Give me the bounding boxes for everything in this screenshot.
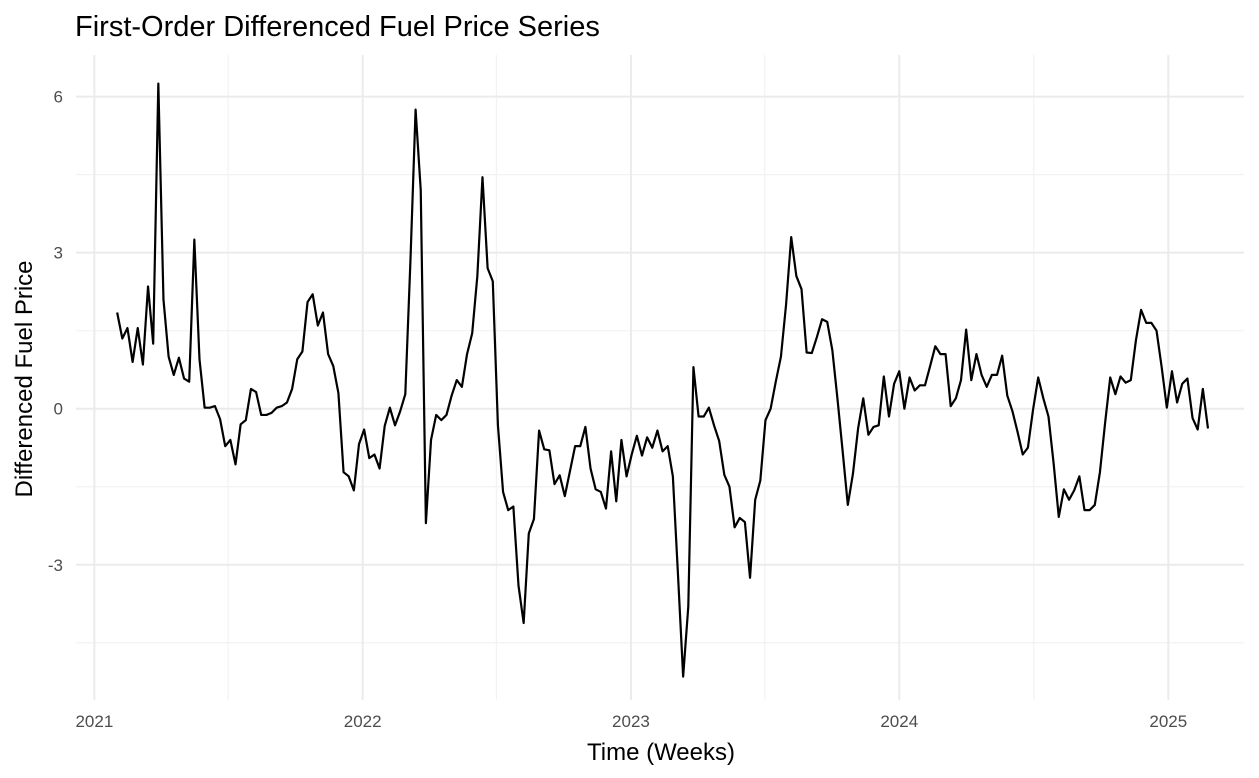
x-tick-label: 2022 [344, 712, 382, 731]
x-tick-label: 2024 [880, 712, 918, 731]
x-tick-labels: 2021 2022 2023 2024 2025 [75, 712, 1187, 731]
y-tick-label: 3 [54, 244, 63, 263]
series-group [116, 82, 1210, 678]
y-tick-label: 0 [54, 400, 63, 419]
y-tick-label: -3 [48, 556, 63, 575]
grid [76, 55, 1244, 700]
y-tick-label: 6 [54, 88, 63, 107]
x-axis-title: Time (Weeks) [587, 739, 735, 766]
x-tick-label: 2021 [75, 712, 113, 731]
chart-title: First-Order Differenced Fuel Price Serie… [75, 11, 600, 43]
x-tick-label: 2025 [1149, 712, 1187, 731]
y-axis-title: Differenced Fuel Price [11, 261, 38, 498]
series-line [116, 82, 1210, 678]
y-tick-labels: -3 0 3 6 [48, 88, 63, 575]
x-tick-label: 2023 [612, 712, 650, 731]
